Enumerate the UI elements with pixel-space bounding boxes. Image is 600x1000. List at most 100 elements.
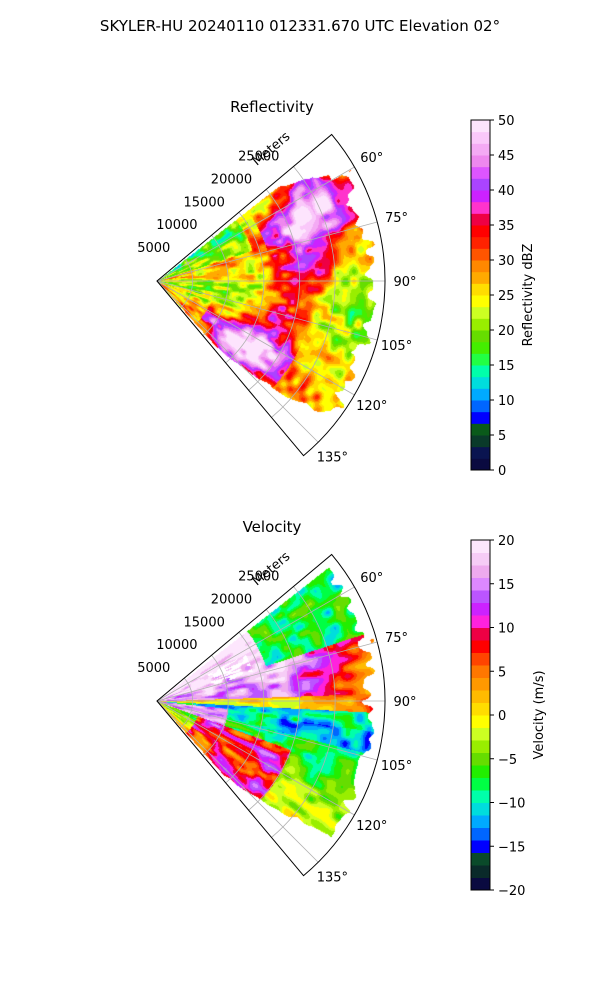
colorbar-swatch bbox=[471, 840, 490, 853]
colorbar-swatch bbox=[471, 143, 490, 156]
azimuth-tick-label: 135° bbox=[317, 450, 348, 465]
azimuth-tick-label: 75° bbox=[385, 631, 408, 646]
azimuth-spoke bbox=[156, 280, 378, 341]
range-tick-label: 5000 bbox=[137, 661, 170, 676]
colorbar-swatch bbox=[471, 827, 490, 841]
azimuth-tick-label: 75° bbox=[385, 211, 408, 226]
azimuth-spoke bbox=[156, 700, 378, 761]
colorbar-swatch bbox=[471, 318, 490, 331]
range-tick-label: 20000 bbox=[211, 172, 252, 187]
azimuth-tick-label: 120° bbox=[356, 819, 387, 834]
azimuth-spoke bbox=[156, 700, 355, 816]
range-ring bbox=[202, 654, 229, 756]
colorbar-swatch bbox=[471, 446, 490, 459]
colorbar-swatch bbox=[471, 615, 490, 628]
colorbar-swatch bbox=[471, 131, 490, 144]
colorbar-swatch bbox=[471, 260, 490, 273]
azimuth-spoke bbox=[156, 641, 378, 702]
colorbar-tick-label: −15 bbox=[498, 840, 525, 855]
colorbar-swatch bbox=[471, 577, 490, 591]
azimuth-tick-label: 90° bbox=[393, 275, 416, 290]
azimuth-tick-label: 105° bbox=[381, 339, 412, 354]
colorbar-tick-label: 20 bbox=[498, 324, 515, 339]
range-tick-label: 25000 bbox=[238, 570, 279, 585]
colorbar-swatch bbox=[471, 213, 490, 226]
colorbar-swatch bbox=[471, 423, 490, 436]
azimuth-spoke bbox=[156, 700, 319, 863]
colorbar-swatch bbox=[471, 271, 490, 284]
colorbar-tick-label: 5 bbox=[498, 665, 506, 680]
colorbar-swatch bbox=[471, 602, 490, 616]
velocity-colorbar: −20 −15 −10 −5 0 5 10 15 20 bbox=[470, 534, 525, 899]
reflectivity-colorbar-label: Reflectivity dBZ bbox=[521, 244, 536, 347]
colorbar-swatch bbox=[471, 400, 490, 413]
colorbar-swatch bbox=[471, 341, 490, 354]
azimuth-spoke bbox=[156, 166, 355, 282]
colorbar-tick-label: 0 bbox=[498, 709, 506, 724]
colorbar-swatch bbox=[471, 702, 490, 716]
colorbar-swatch bbox=[471, 166, 490, 179]
range-ring bbox=[225, 212, 265, 364]
colorbar-tick-label: 0 bbox=[498, 464, 506, 479]
colorbar-swatch bbox=[471, 330, 490, 343]
colorbar-tick-label: 25 bbox=[498, 289, 515, 304]
colorbar-swatch bbox=[471, 790, 490, 803]
colorbar-tick-label: 35 bbox=[498, 219, 515, 234]
colorbar-swatch bbox=[471, 815, 490, 828]
azimuth-tick-label: 60° bbox=[360, 571, 383, 586]
range-ring bbox=[248, 609, 300, 811]
azimuth-tick-label: 120° bbox=[356, 399, 387, 414]
colorbar-swatch bbox=[471, 388, 490, 401]
colorbar-swatch bbox=[471, 877, 490, 891]
colorbar-swatch bbox=[471, 665, 490, 678]
sector-outline bbox=[156, 133, 386, 457]
velocity-colorbar-label: Velocity (m/s) bbox=[532, 670, 547, 759]
azimuth-tick-label: 60° bbox=[360, 151, 383, 166]
colorbar-swatch bbox=[471, 652, 490, 666]
colorbar-tick-label: −5 bbox=[498, 753, 517, 768]
figure-title: SKYLER-HU 20240110 012331.670 UTC Elevat… bbox=[100, 17, 500, 35]
range-tick-label: 25000 bbox=[238, 150, 279, 165]
colorbar-tick-label: 15 bbox=[498, 359, 515, 374]
colorbar-swatch bbox=[471, 155, 490, 168]
range-ring bbox=[271, 166, 336, 418]
azimuth-spoke bbox=[156, 280, 355, 396]
azimuth-spoke bbox=[156, 221, 378, 282]
azimuth-spoke bbox=[156, 280, 319, 443]
reflectivity-colorbar: 0 5 10 15 20 25 30 35 40 45 50 bbox=[470, 114, 515, 479]
sector-outline bbox=[156, 553, 386, 877]
colorbar-swatch bbox=[471, 565, 490, 578]
range-tick-label: 5000 bbox=[137, 241, 170, 256]
reflectivity-title: Reflectivity bbox=[230, 98, 314, 116]
range-tick-label: 15000 bbox=[184, 195, 225, 210]
colorbar-swatch bbox=[471, 201, 490, 214]
colorbar-swatch bbox=[471, 690, 490, 703]
colorbar-swatch bbox=[471, 376, 490, 389]
colorbar-swatch bbox=[471, 727, 490, 741]
colorbar-swatch bbox=[471, 236, 490, 249]
range-ring bbox=[202, 234, 229, 336]
colorbar-tick-label: −20 bbox=[498, 884, 525, 899]
azimuth-spoke bbox=[156, 586, 355, 702]
colorbar-tick-label: 10 bbox=[498, 394, 515, 409]
colorbar-swatch bbox=[471, 852, 490, 866]
colorbar-swatch bbox=[471, 458, 490, 471]
colorbar-swatch bbox=[471, 306, 490, 319]
colorbar-swatch bbox=[471, 190, 490, 203]
colorbar-swatch bbox=[471, 365, 490, 378]
colorbar-swatch bbox=[471, 248, 490, 261]
colorbar-tick-label: −10 bbox=[498, 797, 525, 812]
colorbar-swatch bbox=[471, 283, 490, 296]
range-ring bbox=[248, 189, 300, 391]
colorbar-tick-label: 30 bbox=[498, 254, 515, 269]
colorbar-tick-label: 45 bbox=[498, 149, 515, 164]
colorbar-swatch bbox=[471, 590, 490, 603]
velocity-title: Velocity bbox=[243, 518, 302, 536]
colorbar-swatch bbox=[471, 677, 490, 691]
colorbar-tick-label: 10 bbox=[498, 622, 515, 637]
colorbar-swatch bbox=[471, 740, 490, 753]
